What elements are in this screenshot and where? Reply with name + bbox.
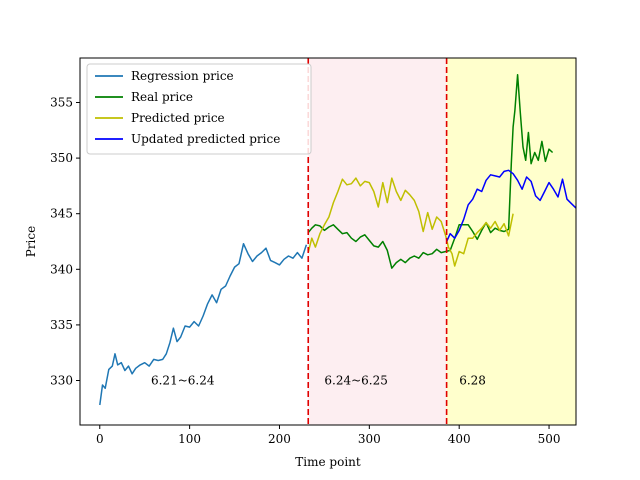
shaded-region-1 (446, 58, 576, 425)
y-tick-label-3: 345 (50, 207, 73, 221)
legend-label-1: Real price (131, 90, 193, 104)
series-line-2 (307, 177, 514, 267)
y-tick-label-4: 350 (50, 151, 73, 165)
legend-label-2: Predicted price (131, 111, 225, 125)
x-tick-label-2: 200 (268, 432, 291, 446)
shaded-regions (308, 58, 576, 425)
region-label-0: 6.24~6.25 (324, 374, 388, 388)
series-lines (99, 73, 576, 406)
plot-frame (79, 57, 577, 426)
x-tick-label-0: 0 (96, 432, 104, 446)
x-tick-label-3: 300 (358, 432, 381, 446)
x-tick-label-5: 500 (538, 432, 561, 446)
x-tick-label-4: 400 (448, 432, 471, 446)
x-axis-title: Time point (295, 455, 361, 469)
region-label-1: 6.28 (459, 374, 486, 388)
y-tick-label-5: 355 (50, 95, 73, 109)
annotation-label-0: 6.21~6.24 (151, 374, 215, 388)
legend-box (86, 63, 312, 155)
series-line-3 (445, 169, 576, 242)
y-tick-label-1: 335 (50, 318, 73, 332)
legend: Regression price Real price Predicted pric… (86, 63, 312, 155)
legend-label-0: Regression price (131, 69, 234, 83)
y-tick-label-0: 330 (50, 374, 73, 388)
split-lines (307, 58, 448, 425)
region-labels: 6.21~6.24 6.24~6.25 6.28 (151, 374, 486, 388)
shaded-region-0 (308, 58, 447, 425)
y-tick-label-2: 340 (50, 262, 73, 276)
series-line-0 (99, 242, 308, 406)
legend-label-3: Updated predicted price (131, 132, 280, 146)
y-axis-title: Price (24, 226, 38, 257)
x-axis-ticks: 0 100 200 300 400 500 (96, 425, 561, 446)
series-line-1 (307, 73, 554, 269)
x-tick-label-1: 100 (178, 432, 201, 446)
y-axis-ticks: 330 335 340 345 350 355 (50, 95, 80, 388)
